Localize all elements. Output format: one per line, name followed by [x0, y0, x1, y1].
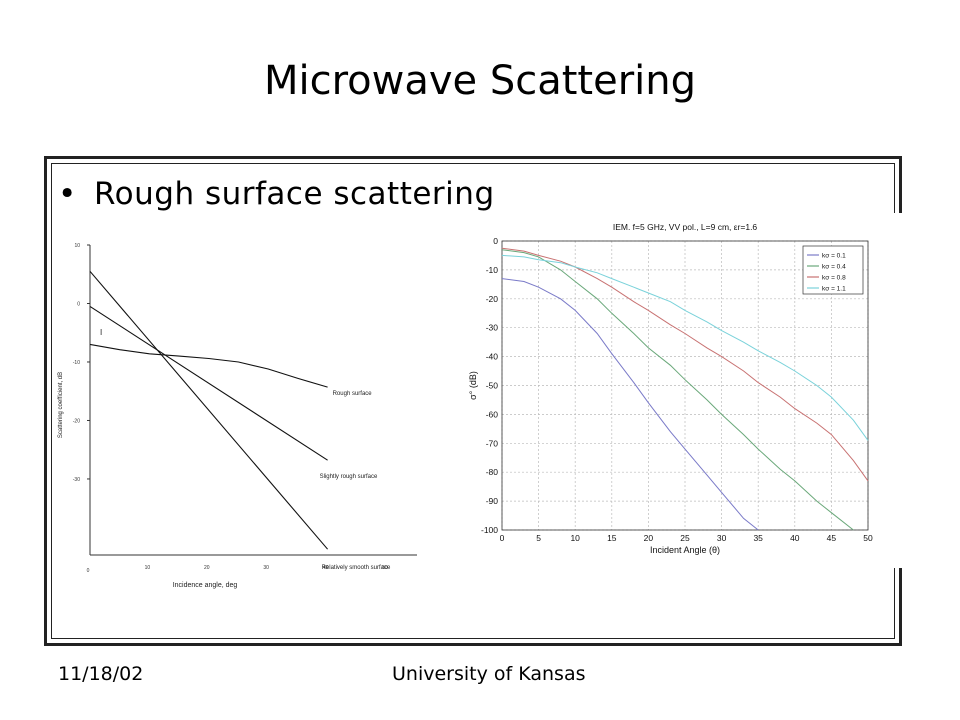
left-x-tick-label: 40 — [323, 565, 329, 571]
left-series-label: Slightly rough surface — [320, 474, 378, 480]
left-x-tick-label: 30 — [263, 565, 269, 571]
right-x-tick-label: 35 — [753, 533, 763, 543]
right-plot-frame — [501, 240, 869, 531]
right-series-line — [501, 254, 869, 441]
left-y-tick-label: 10 — [74, 243, 80, 249]
right-y-tick-label: -60 — [486, 409, 499, 419]
right-y-tick-label: -30 — [486, 323, 499, 333]
right-x-tick-label: 25 — [680, 533, 690, 543]
left-series-line — [89, 270, 329, 550]
right-series-line — [501, 278, 759, 531]
left-series-line — [89, 343, 328, 388]
right-series-line — [501, 249, 854, 531]
right-x-tick-label: 50 — [863, 533, 873, 543]
right-x-tick-label: 20 — [644, 533, 654, 543]
left-y-label: Scattering coefficient, dB — [58, 372, 64, 438]
rough-surface-diagram: 10 0 -10 -20 -30 0 10 20 30 40 50 Incidence angle, … — [58, 243, 417, 589]
right-x-tick-label: 30 — [717, 533, 727, 543]
left-x-label: Incidence angle, deg — [173, 582, 238, 589]
bullet-text: Rough surface scattering — [94, 176, 495, 212]
iem-scattering-chart: IEM. f=5 GHz, VV pol., L=9 cm, εr=1.6 0 5 1… — [468, 222, 873, 555]
right-y-tick-label: -70 — [486, 438, 499, 448]
left-y-tick-label: -10 — [73, 360, 80, 366]
right-y-tick-label: -50 — [486, 381, 499, 391]
bullet-dot: • — [58, 176, 77, 212]
right-x-tick-label: 45 — [827, 533, 837, 543]
left-series-label: Rough surface — [333, 391, 373, 397]
left-y-tick-label: 0 — [77, 301, 80, 307]
left-marker-label: I — [100, 328, 102, 337]
right-y-label: σ° (dB) — [468, 371, 478, 400]
right-y-tick-label: -90 — [486, 496, 499, 506]
right-chart-title: IEM. f=5 GHz, VV pol., L=9 cm, εr=1.6 — [613, 222, 758, 232]
left-y-tick-label: -20 — [73, 418, 80, 424]
right-legend-label: kσ = 1.1 — [822, 286, 846, 293]
right-series-line — [501, 247, 869, 482]
right-y-tick-label: 0 — [493, 236, 498, 246]
right-x-label: Incident Angle (θ) — [650, 545, 720, 555]
right-legend-label: kσ = 0.1 — [822, 253, 846, 260]
left-x-tick-label: 10 — [145, 565, 151, 571]
slide-title: Microwave Scattering — [263, 58, 697, 104]
left-series-line — [89, 305, 328, 461]
left-x-tick-label: 0 — [87, 568, 90, 574]
right-legend-label: kσ = 0.8 — [822, 275, 846, 282]
right-y-tick-label: -10 — [486, 265, 499, 275]
left-y-tick-label: -30 — [73, 477, 80, 483]
right-legend-box — [802, 245, 864, 295]
right-legend-label: kσ = 0.4 — [822, 264, 846, 271]
right-y-tick-label: -20 — [486, 294, 499, 304]
right-x-tick-label: 10 — [570, 533, 580, 543]
right-x-tick-label: 15 — [607, 533, 617, 543]
left-series-label: Relatively smooth surface — [322, 565, 391, 571]
footer-organization: University of Kansas — [392, 663, 586, 685]
right-y-tick-label: -100 — [481, 525, 498, 535]
right-x-tick-label: 0 — [500, 533, 505, 543]
right-y-tick-label: -80 — [486, 467, 499, 477]
right-x-tick-label: 40 — [790, 533, 800, 543]
left-x-tick-label: 20 — [204, 565, 210, 571]
footer-date: 11/18/02 — [58, 663, 144, 685]
right-y-tick-label: -40 — [486, 352, 499, 362]
right-x-tick-label: 5 — [536, 533, 541, 543]
left-x-tick-label: 50 — [382, 565, 388, 571]
